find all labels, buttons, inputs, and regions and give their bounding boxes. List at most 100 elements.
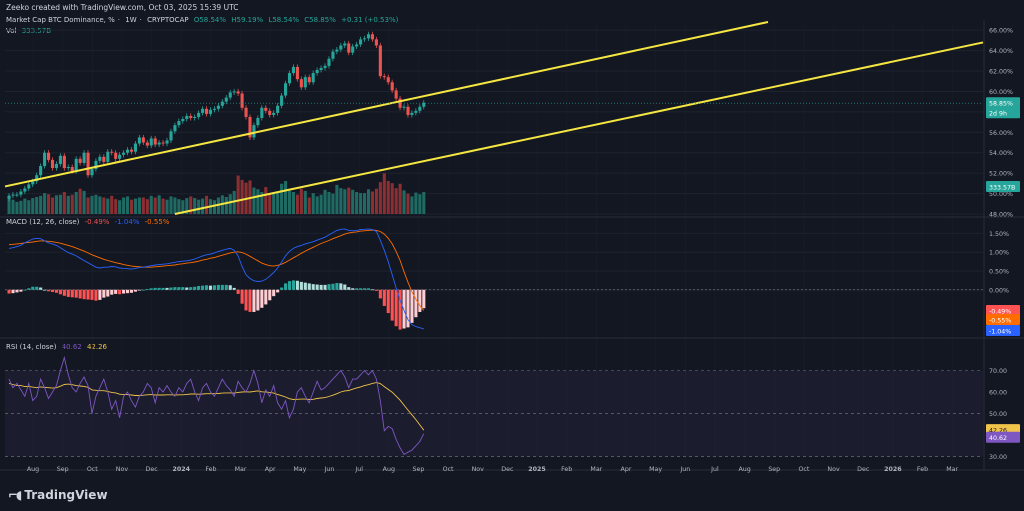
volume-bar: [406, 193, 410, 214]
volume-bar: [86, 197, 90, 214]
time-tick-label: Mar: [235, 466, 247, 473]
volume-bar: [240, 179, 244, 214]
candle-body: [185, 115, 189, 120]
macd-histogram-bar: [331, 283, 335, 290]
candle-body: [256, 118, 260, 126]
volume-bar: [366, 189, 371, 214]
macd-histogram-bar: [327, 284, 331, 290]
candle-body: [35, 175, 39, 182]
time-tick-label: Sep: [768, 466, 780, 473]
volume-bar: [126, 196, 130, 214]
macd-label[interactable]: MACD (12, 26, close): [6, 218, 80, 226]
macd-tick-label: 0.00%: [989, 287, 1009, 294]
volume-bar: [47, 194, 51, 214]
time-tick-label: Apr: [621, 466, 632, 473]
macd-histogram-bar: [47, 289, 51, 292]
time-tick-label: Feb: [561, 466, 572, 473]
symbol-legend: Market Cap BTC Dominance, % · 1W · CRYPTOC…: [6, 16, 399, 24]
macd-histogram-bar: [307, 283, 311, 290]
candle-body: [122, 152, 126, 155]
volume-bar: [327, 192, 331, 214]
volume-label[interactable]: Vol: [6, 27, 17, 35]
macd-histogram-bar: [355, 288, 359, 290]
current-price-label: 58.85%: [989, 101, 1013, 108]
macd-histogram-bar: [141, 289, 145, 291]
candle-body: [236, 91, 240, 94]
candle-body: [382, 76, 386, 78]
volume-bar: [153, 197, 157, 214]
current-price-label-bg: [986, 97, 1020, 109]
candle-body: [118, 154, 122, 159]
price-tick-label: 52.00%: [989, 171, 1013, 178]
volume-bar: [351, 189, 355, 214]
candle-body: [169, 131, 173, 141]
macd-histogram-bar: [276, 289, 280, 293]
price-tick-label: 66.00%: [989, 28, 1013, 35]
candle-body: [398, 98, 402, 108]
candle-body: [276, 105, 280, 113]
candle-body: [319, 67, 323, 70]
candle-body: [141, 137, 145, 143]
macd-histogram-bar: [335, 283, 339, 290]
volume-bar: [78, 188, 82, 214]
exchange-label: CRYPTOCAP: [147, 16, 189, 24]
macd-histogram-bar: [102, 289, 106, 298]
volume-bar: [145, 199, 149, 214]
time-tick-label: Oct: [87, 466, 98, 473]
macd-histogram-bar: [303, 282, 307, 290]
macd-histogram-bar: [181, 287, 185, 290]
volume-bar: [98, 196, 102, 214]
macd-histogram-bar: [212, 285, 216, 290]
macd-histogram-bar: [240, 289, 244, 304]
macd-hist-value: -0.49%: [84, 218, 110, 226]
volume-bar: [307, 197, 311, 214]
candle-body: [248, 116, 252, 138]
candle-body: [54, 163, 58, 169]
time-tick-label: Nov: [472, 466, 485, 473]
volume-bar: [268, 193, 272, 214]
interval-label[interactable]: 1W: [125, 16, 137, 24]
volume-bar: [62, 192, 66, 214]
candle-body: [66, 167, 70, 169]
volume-bar: [23, 198, 27, 214]
macd-signal-axis-label: -0.55%: [989, 318, 1011, 325]
macd-histogram-bar: [406, 289, 410, 328]
macd-histogram-bar: [394, 289, 398, 327]
macd-histogram-bar: [315, 284, 319, 290]
candle-body: [82, 152, 86, 163]
candle-body: [390, 82, 394, 91]
volume-bar: [378, 182, 382, 214]
candle-body: [418, 106, 422, 111]
volume-bar: [66, 195, 70, 214]
macd-histogram-bar: [386, 289, 390, 314]
candle-body: [58, 155, 62, 164]
candle-body: [311, 73, 315, 83]
time-tick-label: Mar: [590, 466, 602, 473]
rsi-label[interactable]: RSI (14, close): [6, 343, 57, 351]
countdown-label-bg: [986, 107, 1020, 119]
macd-histogram-bar: [272, 289, 276, 297]
time-tick-label: Dec: [857, 466, 870, 473]
low-value: L58.54%: [268, 16, 300, 24]
volume-bar: [122, 197, 126, 214]
time-tick-label: Feb: [205, 466, 216, 473]
volume-bar: [58, 194, 62, 214]
candle-body: [339, 45, 343, 50]
candle-body: [264, 107, 268, 111]
candle-body: [94, 160, 98, 170]
macd-histogram-bar: [66, 289, 70, 297]
volume-bar: [355, 192, 359, 214]
symbol-name[interactable]: Market Cap BTC Dominance, %: [6, 16, 115, 24]
volume-bar: [343, 189, 347, 214]
price-tick-label: 48.00%: [989, 212, 1013, 219]
macd-histogram-bar: [224, 284, 228, 290]
volume-bar: [335, 184, 339, 214]
candle-body: [98, 156, 102, 161]
macd-histogram-bar: [27, 288, 31, 290]
volume-bar: [374, 188, 378, 214]
tradingview-logo[interactable]: ⌐◖ TradingView: [8, 488, 108, 502]
time-tick-label: Sep: [57, 466, 69, 473]
candle-body: [43, 152, 47, 166]
candle-body: [386, 77, 390, 83]
